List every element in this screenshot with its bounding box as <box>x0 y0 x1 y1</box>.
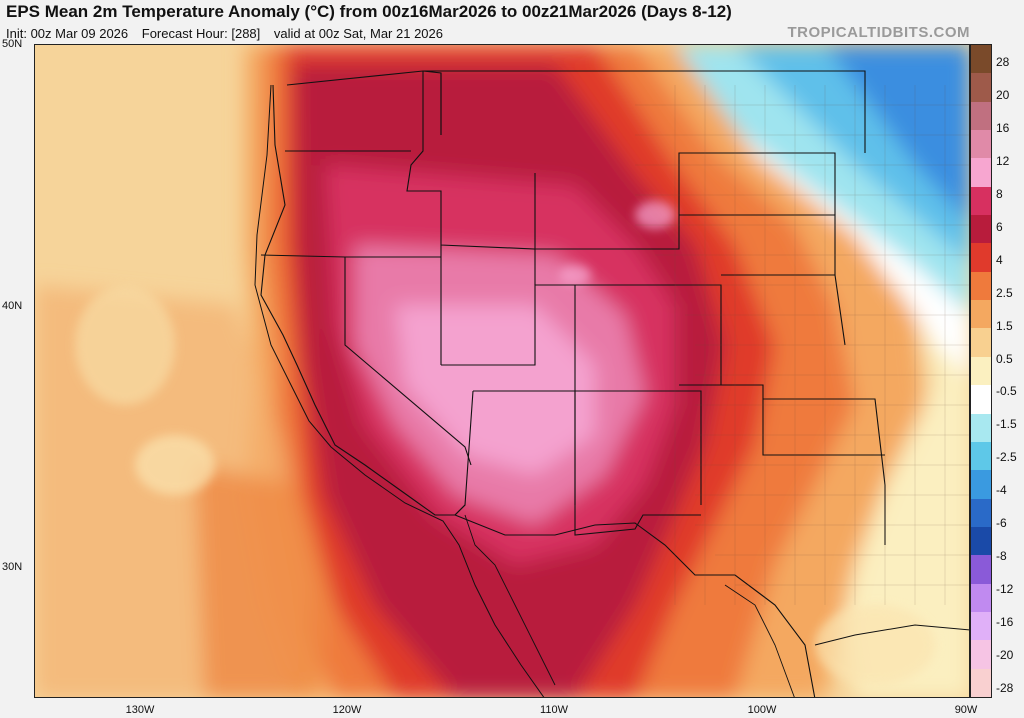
colorbar-segment <box>971 215 991 244</box>
colorbar-tick-label: -16 <box>996 615 1014 630</box>
colorbar-segment <box>971 611 991 641</box>
init-time: Init: 00z Mar 09 2026 <box>6 26 129 41</box>
colorbar-segment <box>971 498 991 528</box>
brand-watermark[interactable]: TROPICALTIDBITS.COM <box>787 24 970 41</box>
anomaly-patches <box>75 201 935 685</box>
colorbar-segment <box>971 640 991 670</box>
map-title: EPS Mean 2m Temperature Anomaly (°C) fro… <box>6 2 732 21</box>
colorbar-tick-label: -6 <box>996 516 1007 531</box>
colorbar-segment <box>971 243 991 273</box>
colorbar-segment <box>971 73 991 103</box>
colorbar-segment <box>971 300 991 329</box>
colorbar-tick-label: -8 <box>996 549 1007 564</box>
lat-label-50n: 50N <box>2 38 23 50</box>
county-grid <box>635 85 969 605</box>
lat-label-30n: 30N <box>2 561 23 573</box>
colorbar-tick-label: -1.5 <box>996 417 1017 432</box>
colorbar-tick-label: -12 <box>996 582 1014 597</box>
anomaly-map[interactable] <box>34 44 970 698</box>
colorbar-segment <box>971 101 991 131</box>
colorbar-tick-label: 1.5 <box>996 318 1013 333</box>
lon-label-120w: 120W <box>332 704 362 716</box>
colorbar-tick-label: 0.5 <box>996 351 1013 366</box>
lon-label-130w: 130W <box>125 704 155 716</box>
colorbar-tick-label: -4 <box>996 483 1007 498</box>
colorbar-segment <box>971 441 991 471</box>
colorbar-tick-label: -20 <box>996 648 1014 663</box>
lon-label-90w: 90W <box>954 704 978 716</box>
map-canvas <box>35 45 969 697</box>
colorbar-tick-label: -28 <box>996 681 1014 695</box>
colorbar-segment <box>971 385 991 415</box>
gulf-of-california <box>464 514 556 686</box>
colorbar-segment <box>971 526 991 556</box>
colorbar-tick-label: -0.5 <box>996 384 1017 399</box>
colorbar-tick-label: 16 <box>996 120 1010 135</box>
colorbar-segment <box>971 470 991 500</box>
gulf-coast-east <box>814 624 969 646</box>
coastline <box>254 84 545 697</box>
colorbar-segment <box>971 130 991 159</box>
gulf-coast <box>724 584 795 697</box>
colorbar-segment <box>971 413 991 443</box>
colorbar-segment <box>971 583 991 613</box>
boundaries <box>260 70 886 697</box>
colorbar-tick-label: 8 <box>996 186 1003 201</box>
colorbar-tick-label: 2.5 <box>996 285 1013 300</box>
colorbar-segment <box>971 158 991 188</box>
colorbar-segment <box>971 45 991 74</box>
colorbar-segment <box>971 328 991 358</box>
colorbar-tick-label: 4 <box>996 252 1003 267</box>
colorbar-segment <box>971 555 991 585</box>
colorbar-tick-label: 6 <box>996 219 1003 234</box>
colorbar-tick-label: -2.5 <box>996 450 1017 465</box>
forecast-hour: Forecast Hour: [288] <box>141 26 261 41</box>
valid-time: valid at 00z Sat, Mar 21 2026 <box>273 26 443 41</box>
colorbar-segment <box>971 271 991 301</box>
colorbar <box>970 44 992 698</box>
lon-label-100w: 100W <box>747 704 777 716</box>
lat-label-40n: 40N <box>2 300 23 312</box>
colorbar-tick-label: 20 <box>996 87 1010 102</box>
colorbar-tick-label: 12 <box>996 153 1010 168</box>
lon-label-110w: 110W <box>540 704 568 716</box>
colorbar-segment <box>971 186 991 216</box>
colorbar-tick-label: 28 <box>996 55 1010 69</box>
colorbar-segment <box>971 356 991 386</box>
map-subtitle: Init: 00z Mar 09 2026 Forecast Hour: [28… <box>6 26 453 41</box>
colorbar-segment <box>971 668 991 698</box>
